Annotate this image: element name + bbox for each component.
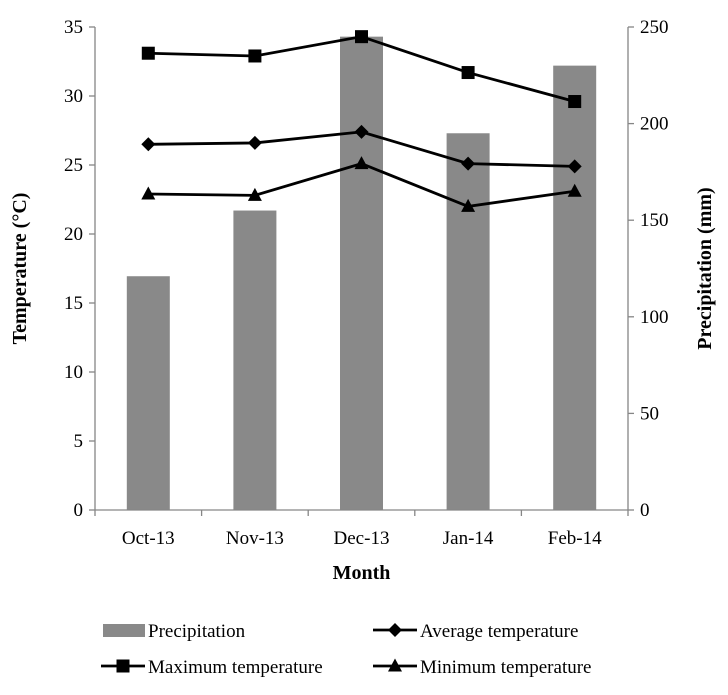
x-tick-label: Jan-14 xyxy=(443,528,494,549)
point-average-temperature xyxy=(247,135,262,150)
left-axis-title: Temperature (°C) xyxy=(9,193,31,345)
point-maximum-temperature xyxy=(248,49,262,63)
legend-label-maximum-temperature: Maximum temperature xyxy=(148,657,323,678)
point-maximum-temperature xyxy=(141,46,155,60)
left-tick-label: 5 xyxy=(74,431,84,452)
bar-oct-13 xyxy=(126,276,170,510)
x-axis-title: Month xyxy=(333,562,391,584)
bar-dec-13 xyxy=(340,36,383,510)
legend-marker-average-temperature xyxy=(388,623,402,637)
x-tick-label: Feb-14 xyxy=(548,528,602,549)
right-tick-label: 0 xyxy=(640,500,650,521)
point-maximum-temperature xyxy=(461,66,475,80)
right-tick-label: 100 xyxy=(640,307,669,328)
left-tick-label: 30 xyxy=(64,86,83,107)
right-tick-label: 250 xyxy=(640,17,669,38)
point-average-temperature xyxy=(141,137,156,152)
bar-feb-14 xyxy=(553,65,597,510)
left-tick-label: 10 xyxy=(64,362,83,383)
lines-layer xyxy=(141,30,582,212)
bars-layer xyxy=(126,36,597,511)
left-tick-label: 35 xyxy=(64,17,83,38)
x-tick-label: Dec-13 xyxy=(334,528,390,549)
point-maximum-temperature xyxy=(568,95,582,109)
point-minimum-temperature xyxy=(461,198,476,212)
point-average-temperature xyxy=(354,124,369,139)
left-tick-label: 0 xyxy=(74,500,84,521)
labels-layer: 0 5 10 15 20 25 30 35 0 50 100 150 200 250 Oct-13 Nov-1… xyxy=(9,17,716,584)
legend-marker-maximum-temperature xyxy=(116,659,130,673)
left-tick-label: 25 xyxy=(64,155,83,176)
point-minimum-temperature xyxy=(247,187,262,201)
legend-label-average-temperature: Average temperature xyxy=(420,621,578,642)
legend: Precipitation Average temperature Maximum … xyxy=(101,621,591,678)
point-average-temperature xyxy=(567,159,582,174)
x-tick-label: Oct-13 xyxy=(122,528,175,549)
point-minimum-temperature xyxy=(354,156,369,170)
point-minimum-temperature xyxy=(141,186,156,200)
left-tick-label: 20 xyxy=(64,224,83,245)
legend-marker-minimum-temperature xyxy=(388,658,402,672)
right-tick-label: 50 xyxy=(640,403,659,424)
right-tick-label: 200 xyxy=(640,114,669,135)
axes-layer xyxy=(89,26,634,516)
bar-jan-14 xyxy=(446,133,490,510)
right-axis-title: Precipitation (mm) xyxy=(694,187,716,349)
point-maximum-temperature xyxy=(355,30,368,44)
legend-label-minimum-temperature: Minimum temperature xyxy=(420,657,591,678)
x-tick-label: Nov-13 xyxy=(226,528,284,549)
left-tick-label: 15 xyxy=(64,293,83,314)
legend-swatch-precipitation xyxy=(103,624,145,637)
right-tick-label: 150 xyxy=(640,210,669,231)
legend-label-precipitation: Precipitation xyxy=(148,621,246,642)
point-average-temperature xyxy=(461,156,476,171)
point-minimum-temperature xyxy=(567,183,582,197)
bar-nov-13 xyxy=(233,210,277,511)
